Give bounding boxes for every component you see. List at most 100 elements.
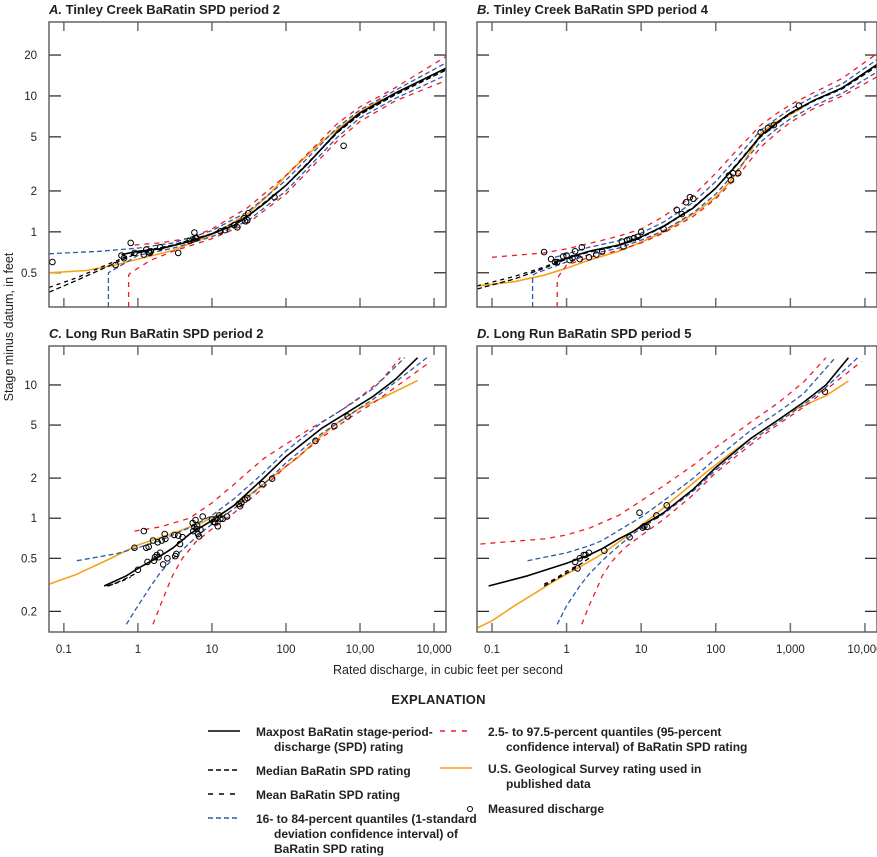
series-usgs	[49, 98, 383, 274]
measured-point	[154, 539, 161, 546]
measured-point	[576, 255, 584, 263]
legend-label-line: confidence interval) of BaRatin SPD rati…	[506, 740, 748, 754]
measured-point	[234, 224, 241, 231]
measured-point	[131, 249, 138, 257]
measured-point	[821, 388, 829, 396]
measured-point	[215, 512, 223, 519]
line-swatch-icon	[208, 817, 240, 819]
line-swatch-icon	[440, 730, 472, 732]
series-q97-5	[134, 357, 401, 532]
measured-point	[547, 255, 555, 263]
measured-point	[268, 475, 276, 483]
measured-point	[312, 437, 319, 445]
measured-point	[601, 547, 608, 555]
series-group	[49, 55, 446, 307]
measured-point	[639, 524, 647, 531]
measured-point	[159, 561, 167, 568]
measured-point	[223, 513, 231, 520]
legend-label: 2.5- to 97.5-percent quantiles (95-perce…	[488, 725, 747, 755]
measured-point	[795, 102, 803, 109]
measured-point	[145, 543, 152, 551]
legend-label-line: 2.5- to 97.5-percent quantiles (95-perce…	[488, 725, 722, 739]
panel-letter: C.	[49, 326, 62, 341]
series-q16	[531, 71, 877, 307]
measured-point	[690, 195, 697, 203]
measured-point	[559, 253, 567, 260]
series-usgs	[49, 379, 418, 585]
measured-point	[569, 254, 576, 262]
plot-frame	[476, 21, 877, 308]
series-q84	[76, 357, 406, 562]
measured-point	[162, 535, 169, 543]
measured-point	[156, 549, 164, 557]
legend-label-line: 16- to 84-percent quantiles (1-standard	[256, 812, 477, 826]
panel-b: B. Tinley Creek BaRatin SPD period 4	[476, 2, 877, 308]
measured-point	[637, 228, 645, 236]
x-tick-label: 100	[276, 644, 295, 656]
panel-title: A. Tinley Creek BaRatin SPD period 2	[48, 2, 280, 17]
measured-point	[578, 244, 586, 251]
x-axis-label: Rated discharge, in cubic feet per secon…	[333, 663, 563, 677]
measured-point	[134, 566, 142, 574]
legend-label: U.S. Geological Survey rating used in pub…	[488, 762, 701, 792]
measured-point	[190, 527, 197, 535]
figure-panels: A. Tinley Creek BaRatin SPD period 2 0.5 1…	[2, 2, 877, 677]
measured-point	[553, 258, 561, 266]
legend-label-line: deviation confidence interval) of	[274, 827, 459, 841]
y-tick-label: 5	[31, 420, 37, 432]
line-swatch-icon	[440, 767, 472, 769]
panel-letter: D.	[477, 326, 490, 341]
y-tick-label: 0.5	[21, 268, 37, 280]
measured-point	[574, 565, 581, 572]
measured-point	[653, 512, 660, 519]
panel-title-text: Long Run BaRatin SPD period 2	[62, 326, 264, 341]
x-tick-label: 10,000	[416, 644, 451, 656]
panel-c: C. Long Run BaRatin SPD period 20.1 1 10 10…	[21, 326, 452, 656]
series-q84	[554, 59, 877, 258]
legend-label-line: discharge (SPD) rating	[274, 740, 404, 754]
legend-label: 16- to 84-percent quantiles (1-standard d…	[256, 812, 477, 857]
legend-label-line: BaRatin SPD rating	[274, 842, 385, 856]
series-usgs	[477, 380, 849, 629]
measured-point	[236, 502, 244, 510]
measured-point	[585, 549, 593, 557]
legend-label-line: U.S. Geological Survey rating used in	[488, 762, 702, 776]
legend-item-usgs-rating: U.S. Geological Survey rating used in pub…	[430, 762, 701, 792]
y-tick-label: 2	[31, 186, 37, 198]
panel-title: D. Long Run BaRatin SPD period 5	[477, 326, 692, 341]
legend-label: Maxpost BaRatin stage-period-discharge (…	[256, 725, 433, 755]
measured-point	[158, 537, 166, 544]
measured-point	[540, 248, 548, 256]
measured-point	[221, 226, 229, 234]
measured-point	[131, 544, 138, 552]
measured-point	[331, 422, 338, 430]
y-tick-label: 0.5	[21, 553, 37, 565]
panel-title: B. Tinley Creek BaRatin SPD period 4	[477, 2, 709, 17]
series-median	[108, 573, 135, 587]
x-tick-label: 100	[706, 644, 725, 656]
x-tick-label: 10,000	[847, 644, 877, 656]
measured-point	[193, 234, 200, 242]
x-tick-label: 1	[563, 644, 569, 656]
series-mean	[543, 563, 580, 585]
y-axis-label: Stage minus datum, in feet	[2, 252, 16, 401]
y-tick-label: 2	[31, 473, 37, 485]
series-group	[49, 357, 432, 625]
plot-frame	[476, 345, 877, 633]
measured-point	[146, 249, 154, 257]
y-tick-label: 20	[24, 50, 37, 62]
series-mean	[49, 68, 446, 289]
legend-label-line: Mean BaRatin SPD rating	[256, 788, 401, 802]
x-tick-label: 0.1	[484, 644, 500, 656]
legend-item-quantile-2-5-97-5: 2.5- to 97.5-percent quantiles (95-perce…	[430, 725, 747, 755]
y-tick-label: 10	[24, 380, 37, 392]
line-swatch-icon	[208, 769, 240, 771]
measured-point	[259, 480, 266, 488]
measured-point	[630, 234, 638, 242]
legend-item-measured: Measured discharge	[430, 802, 604, 817]
legend-label: Mean BaRatin SPD rating	[256, 788, 400, 803]
panel-d: D. Long Run BaRatin SPD period 5 0.1 1 10 10…	[476, 326, 877, 656]
measured-point	[186, 237, 193, 245]
measured-point	[217, 228, 224, 235]
series-q2-5	[152, 360, 432, 625]
